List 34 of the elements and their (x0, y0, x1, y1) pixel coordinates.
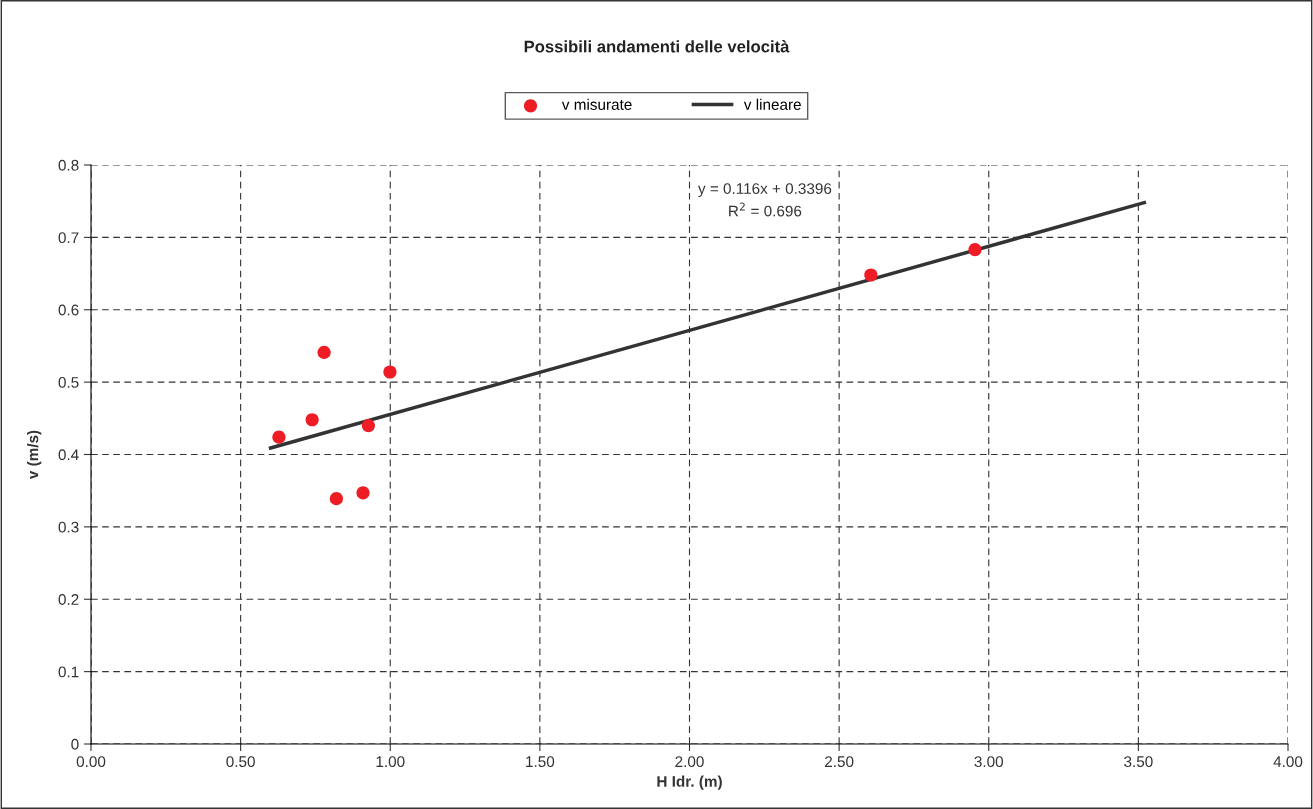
x-tick-label: 0.00 (76, 756, 106, 768)
y-tick-label: 0.4 (58, 449, 79, 461)
x-tick-label: 1.00 (376, 756, 405, 768)
point (356, 486, 370, 500)
point (329, 492, 343, 506)
point (864, 268, 878, 282)
y-tick-label: 0.5 (58, 376, 79, 388)
point (968, 243, 982, 257)
y-tick-label: 0.7 (58, 232, 79, 244)
x-tick-label: 4.00 (1273, 756, 1303, 768)
y-tick-label: 0.1 (58, 666, 79, 678)
point (272, 430, 286, 444)
y-tick-label: 0.8 (58, 159, 79, 171)
x-tick-label: 3.00 (974, 756, 1004, 768)
x-axis-title: H Idr. (m) (657, 775, 722, 790)
chart-title: Possibili andamenti delle velocità (524, 40, 790, 53)
y-tick-label: 0.6 (58, 304, 79, 316)
point (305, 413, 319, 427)
y-tick-label: 0.2 (58, 594, 79, 605)
point (361, 418, 375, 433)
y-tick-label: 0.3 (58, 521, 79, 533)
point (383, 365, 397, 379)
legend-label: v lineare (743, 98, 801, 110)
x-tick-label: 2.50 (825, 756, 854, 768)
x-tick-label: 2.00 (675, 756, 704, 768)
legend-label: v misurate (561, 98, 632, 110)
annotation: R$^{2}$ = 0.696 (729, 202, 802, 217)
y-tick-label: 0 (71, 738, 79, 750)
x-tick-label: 1.50 (526, 756, 555, 768)
x-tick-label: 3.50 (1124, 756, 1153, 768)
annotation: y = 0.116x + 0.3396 (697, 183, 832, 198)
point (317, 345, 331, 360)
x-tick-label: 0.50 (226, 756, 255, 768)
y-axis-title: v (m/s) (27, 430, 42, 480)
